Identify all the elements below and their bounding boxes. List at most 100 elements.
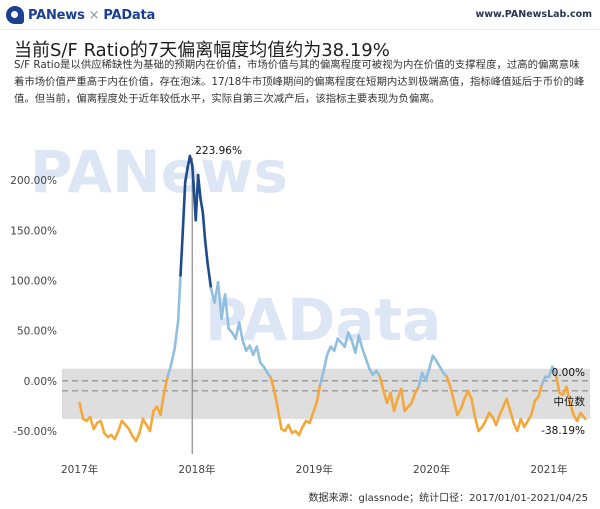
series-segment [201,210,207,242]
series-segment [473,415,480,433]
series-segment [470,397,477,419]
series-segment [176,274,182,322]
series-segment [206,261,213,290]
y-tick-label: -50.00% [13,426,57,438]
series-segment [332,337,340,352]
series-segment [297,425,304,437]
series-segment [452,399,459,417]
series-segment [138,417,145,435]
peak-label: 223.96% [195,145,242,157]
series-segment [127,427,134,438]
header-bar: PANews × PAData www.PANewsLab.com [0,0,600,30]
series-segment [183,166,189,184]
deviation-chart: PANews PAData -50.00% 0.00% 50.00% 100.00% 1… [10,138,590,476]
series-segment [508,409,516,425]
x-tick-label: 2020年 [413,463,450,476]
chart-description: S/F Ratio是以供应稀缺性为基础的预期内在价值，市场价值与其的偏离程度可被… [14,59,585,105]
series-segment [237,321,244,342]
y-tick-label: 50.00% [17,326,57,338]
series-segment [343,331,350,348]
series-segment [498,405,505,417]
brand-separator: × [88,7,100,23]
series-segment [530,399,537,417]
series-segment [117,419,124,433]
series-segment [378,375,385,393]
series-segment [173,319,180,350]
brand-logo: PANews × PAData [6,5,155,25]
series-segment [179,228,185,277]
series-segment [188,154,194,167]
series-segment [78,401,85,421]
series-segment [216,281,223,320]
series-segment [540,375,547,387]
y-tick-label: 100.00% [10,275,57,287]
series-segment [255,345,262,365]
series-segment [427,354,435,371]
y-tick-label: 200.00% [10,175,57,187]
series-segment [287,423,294,435]
series-segment [459,397,466,411]
series-segment [166,363,173,379]
series-segment [357,334,364,350]
series-segment [417,371,424,389]
y-tick-label: 150.00% [10,225,57,237]
series-segment [505,397,512,413]
series-segment [392,397,399,413]
series-segment [579,411,587,421]
watermark-panews: PANews [30,138,288,206]
series-segment [354,334,361,354]
series-segment [134,431,141,443]
median-label: 中位数 [554,395,586,408]
series-segment [364,357,371,371]
series-segment [445,375,452,389]
site-url[interactable]: www.PANewsLab.com [475,9,592,20]
series-segment [424,367,431,383]
series-segment [494,413,501,427]
series-segment [449,385,456,403]
series-segment [308,411,315,425]
series-segment [361,347,368,361]
series-segment [276,407,283,431]
series-segment [113,429,120,441]
brand-logo-icon [6,6,24,24]
series-segment [515,417,523,433]
series-segment [322,353,329,373]
current-value-label: -38.19% [541,425,585,437]
series-segment [159,391,166,417]
zero-label: 0.00% [552,367,585,379]
watermark-padata: PAData [205,286,441,354]
series-segment [203,239,209,264]
series-segment [223,293,230,330]
x-tick-label: 2017年 [61,463,98,476]
series-segment [169,347,176,367]
series-segment [568,401,575,417]
series-segment [410,391,417,405]
series-segment [399,387,406,413]
x-tick-label: 2019年 [296,463,333,476]
series-segment [484,411,491,423]
series-segment [190,163,195,184]
series-segment [346,331,354,342]
page-title: 当前S/F Ratio的7天偏离幅度均值约为38.19% [14,40,390,61]
series-segment [181,180,187,232]
series-segment [315,383,322,405]
series-segment [199,196,205,214]
series-segment [99,419,106,435]
brand-primary: PANews [28,7,85,23]
series-segment [269,376,276,393]
brand-secondary: PAData [103,7,156,23]
series-segment [325,345,332,356]
series-segment [318,369,325,387]
data-source: 数据来源：glassnode；统计口径：2017/01/01-2021/04/2… [308,493,588,504]
series-segment [241,339,248,352]
series-segment [162,375,169,395]
x-tick-label: 2018年 [178,463,215,476]
series-segment [273,389,280,411]
series-segment [466,389,473,401]
series-segment [389,391,396,413]
series-segment [537,383,544,399]
series-segment [148,409,155,433]
series-segment [311,401,318,415]
series-segment [565,385,572,405]
x-tick-label: 2021年 [530,463,567,476]
